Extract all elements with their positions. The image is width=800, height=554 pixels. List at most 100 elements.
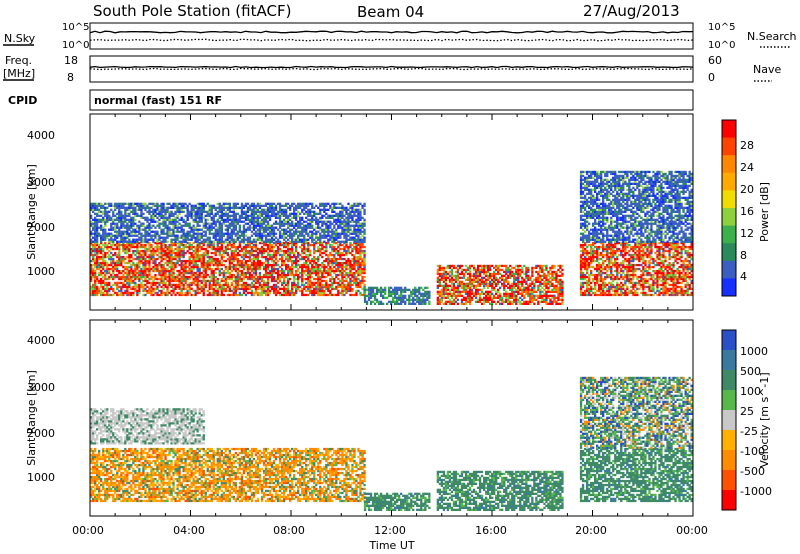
power-data-cell-4300 bbox=[335, 222, 338, 225]
power-data-cell-1977 bbox=[299, 275, 302, 279]
power-data-cell-1388 bbox=[236, 279, 239, 283]
power-data-cell-3148 bbox=[168, 210, 171, 213]
power-data-cell-1320 bbox=[228, 257, 231, 261]
power-data-cell-2187 bbox=[321, 273, 324, 277]
power-data-cell-4270 bbox=[331, 230, 334, 233]
power-data-cell-517 bbox=[144, 287, 147, 291]
power-data-cell-69 bbox=[96, 287, 99, 291]
power-data-cell-2853 bbox=[126, 228, 129, 231]
power-data-cell-3459 bbox=[214, 222, 217, 225]
power-data-cell-3378 bbox=[202, 230, 205, 233]
power-data-cell-354 bbox=[126, 249, 129, 253]
power-data-cell-1531 bbox=[250, 253, 254, 257]
power-data-cell-3556 bbox=[228, 236, 231, 239]
power-data-cell-1336 bbox=[230, 257, 233, 261]
power-data-cell-127 bbox=[102, 291, 105, 295]
power-data-cell-4045 bbox=[297, 236, 300, 239]
power-data-cell-1536 bbox=[250, 241, 254, 245]
power-data-cell-1666 bbox=[264, 257, 268, 261]
power-data-cell-347 bbox=[126, 271, 129, 275]
power-data-cell-1186 bbox=[214, 285, 217, 289]
power-data-cell-483 bbox=[140, 271, 143, 275]
power-data-cell-259 bbox=[116, 255, 119, 259]
power-data-cell-3886 bbox=[272, 228, 276, 231]
power-data-cell-1749 bbox=[272, 245, 276, 249]
power-data-cell-3758 bbox=[256, 230, 260, 233]
power-data-cell-3842 bbox=[266, 220, 270, 223]
power-data-cell-1637 bbox=[262, 285, 266, 289]
power-data-cell-2416 bbox=[347, 285, 350, 289]
power-data-cell-1345 bbox=[232, 289, 235, 293]
power-data-cell-2978 bbox=[144, 230, 147, 233]
power-data-cell-497 bbox=[142, 285, 145, 289]
power-data-cell-3416 bbox=[208, 230, 211, 233]
power-data-cell-3084 bbox=[160, 214, 163, 217]
power-data-cell-2403 bbox=[345, 267, 348, 271]
power-data-cell-1813 bbox=[281, 259, 284, 263]
power-data-cell-464 bbox=[138, 271, 141, 275]
power-data-cell-3342 bbox=[196, 206, 199, 209]
power-data-cell-1991 bbox=[301, 277, 304, 281]
power-data-cell-4210 bbox=[321, 208, 324, 211]
power-data-cell-4328 bbox=[339, 218, 342, 221]
power-data-cell-4734 bbox=[438, 282, 441, 285]
power-data-cell-3048 bbox=[154, 210, 157, 213]
power-data-cell-2946 bbox=[140, 240, 143, 243]
power-data-cell-711 bbox=[164, 269, 167, 273]
power-data-cell-3230 bbox=[180, 210, 183, 213]
power-data-cell-4458 bbox=[357, 224, 360, 227]
power-data-cell-3394 bbox=[204, 224, 207, 227]
power-data-cell-205 bbox=[110, 267, 113, 271]
power-data-cell-1263 bbox=[222, 279, 225, 283]
power-data-cell-728 bbox=[166, 275, 169, 279]
power-data-cell-4449 bbox=[355, 202, 358, 205]
power-data-cell-809 bbox=[174, 277, 177, 281]
power-data-cell-241 bbox=[114, 253, 117, 257]
power-data-cell-1973 bbox=[297, 253, 300, 257]
power-data-cell-2589 bbox=[90, 240, 93, 243]
power-data-cell-1164 bbox=[212, 291, 215, 295]
power-data-cell-4079 bbox=[301, 222, 304, 225]
power-data-cell-4746 bbox=[440, 292, 443, 295]
power-data-cell-3760 bbox=[256, 224, 260, 227]
power-data-cell-1739 bbox=[272, 269, 276, 273]
power-data-cell-1546 bbox=[252, 267, 256, 271]
power-data-cell-613 bbox=[154, 275, 157, 279]
power-data-cell-4096 bbox=[303, 208, 306, 211]
power-data-cell-2304 bbox=[335, 287, 338, 291]
power-data-cell-586 bbox=[150, 251, 153, 255]
power-data-cell-1030 bbox=[196, 249, 199, 253]
power-data-cell-579 bbox=[150, 281, 153, 285]
power-data-cell-860 bbox=[180, 293, 183, 297]
power-data-cell-670 bbox=[160, 265, 163, 269]
power-data-cell-3896 bbox=[274, 236, 278, 239]
power-data-cell-81 bbox=[96, 253, 99, 257]
power-data-cell-3008 bbox=[148, 212, 151, 215]
power-data-cell-3981 bbox=[287, 220, 290, 223]
power-data-cell-3863 bbox=[268, 206, 272, 209]
power-data-cell-3252 bbox=[184, 234, 187, 237]
power-data-cell-2556 bbox=[361, 271, 364, 275]
power-data-cell-4353 bbox=[343, 230, 346, 233]
power-data-cell-4958 bbox=[470, 288, 474, 291]
power-data-cell-578 bbox=[150, 283, 153, 287]
power-data-cell-3328 bbox=[196, 238, 199, 241]
power-data-cell-1716 bbox=[270, 273, 274, 277]
power-data-cell-2322 bbox=[337, 285, 340, 289]
power-data-cell-3340 bbox=[196, 210, 199, 213]
power-data-cell-4888 bbox=[460, 280, 464, 283]
power-data-cell-3553 bbox=[226, 202, 229, 205]
power-data-cell-246 bbox=[116, 291, 119, 295]
power-data-cell-2508 bbox=[357, 289, 360, 293]
power-data-cell-2976 bbox=[144, 234, 147, 237]
power-data-cell-2106 bbox=[313, 271, 316, 275]
power-data-cell-4847 bbox=[454, 286, 458, 289]
power-data-cell-569 bbox=[148, 247, 151, 251]
power-data-cell-193 bbox=[108, 263, 111, 267]
power-data-cell-2606 bbox=[92, 228, 95, 231]
power-data-cell-2329 bbox=[337, 265, 340, 269]
power-data-cell-810 bbox=[174, 275, 177, 279]
power-data-cell-812 bbox=[174, 263, 177, 267]
power-data-cell-1344 bbox=[232, 291, 235, 295]
power-data-cell-3906 bbox=[274, 204, 278, 207]
